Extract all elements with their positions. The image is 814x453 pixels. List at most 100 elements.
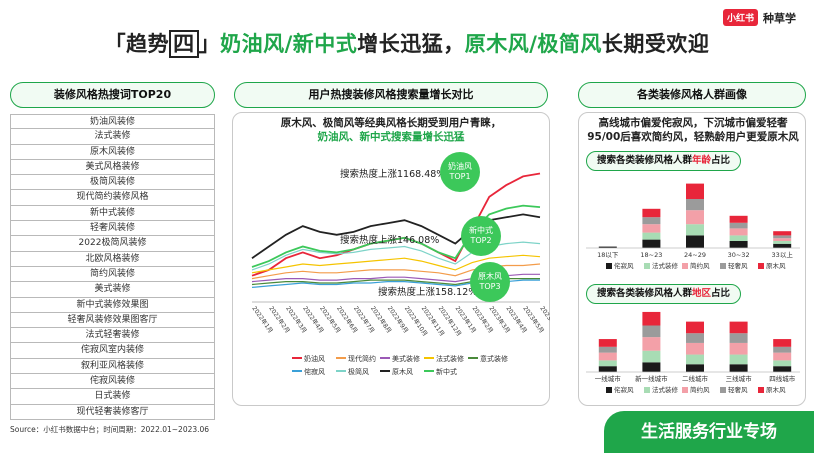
region-subtitle-a: 搜索各类装修风格人群 xyxy=(597,288,693,299)
annotation-2: 搜索热度上涨146.08% xyxy=(340,235,440,246)
legend-label: 侘寂风 xyxy=(304,367,325,376)
brand-text: 种草学 xyxy=(763,11,796,25)
annotation-3: 搜索热度上涨158.12% xyxy=(378,287,478,298)
series-line-新中式 xyxy=(251,204,541,268)
bar-segment xyxy=(642,224,661,233)
bar-segment xyxy=(729,215,748,223)
legend-label: 简约风 xyxy=(690,261,710,270)
x-tick-label: 四线城市 xyxy=(769,374,796,383)
x-tick-label: 18~23 xyxy=(640,251,662,259)
bar-segment xyxy=(729,321,748,334)
bar-segment xyxy=(773,346,792,353)
bar-segment xyxy=(598,346,617,353)
list-item: 奶油风装修 xyxy=(10,114,215,130)
x-tick-label: 新一线城市 xyxy=(635,374,668,383)
age-subtitle-c: 占比 xyxy=(711,155,731,166)
bar-segment xyxy=(598,366,617,372)
x-tick-label: 33以上 xyxy=(772,250,794,259)
series-line-法式装修 xyxy=(251,254,541,274)
bar-segment xyxy=(686,224,704,236)
region-subtitle: 搜索各类装修风格人群地区占比 xyxy=(586,284,742,304)
bar-segment xyxy=(686,210,704,225)
bar-segment xyxy=(598,352,617,361)
source-note: Source：小红书数据中台；时间周期：2022.01~2023.06 xyxy=(10,425,210,434)
title-prefix: 趋势 xyxy=(126,32,170,56)
bar-segment xyxy=(773,243,792,248)
bubble-top1-rank: TOP1 xyxy=(449,172,471,181)
bar-segment xyxy=(686,235,704,248)
annotation-1: 搜索热度上涨1168.48% xyxy=(340,169,446,180)
legend-label: 意式装修 xyxy=(480,354,508,363)
bar-segment xyxy=(642,232,661,240)
bar-segment xyxy=(642,311,661,326)
bar-segment xyxy=(773,339,792,347)
legend-label: 原木风 xyxy=(392,367,413,376)
right-caption: 高线城市偏爱侘寂风，下沉城市偏爱轻奢 95/00后喜欢简约风，轻熟龄用户更爱原木… xyxy=(582,116,804,144)
legend-swatch xyxy=(606,387,612,393)
legend-label: 法式装修 xyxy=(652,385,679,394)
bubble-top3-label: 原木风 xyxy=(478,272,502,281)
title-bracket-open: 「 xyxy=(104,32,127,56)
list-item: 原木风装修 xyxy=(10,144,215,160)
legend-swatch xyxy=(720,263,726,269)
page-title: 「趋势四」奶油风/新中式增长迅猛，原木风/极简风长期受欢迎 xyxy=(0,28,814,58)
right-caption-line2: 95/00后喜欢简约风，轻熟龄用户更爱原木风 xyxy=(587,131,799,143)
list-item: 美式装修 xyxy=(10,282,215,298)
bar-segment xyxy=(686,333,704,343)
title-black-1: 增长迅猛， xyxy=(357,32,465,56)
x-tick-label: 二线城市 xyxy=(682,374,709,383)
bar-segment xyxy=(773,231,792,236)
legend-swatch xyxy=(682,263,688,269)
x-tick-label: 24~29 xyxy=(684,251,706,259)
bar-segment xyxy=(729,228,748,236)
legend-label: 侘寂风 xyxy=(614,385,634,394)
list-item: 新中式装修效果图 xyxy=(10,297,215,313)
list-item: 轻奢风装修 xyxy=(10,221,215,237)
legend-swatch xyxy=(758,263,764,269)
bar-segment xyxy=(773,360,792,367)
bubble-top1-label: 奶油风 xyxy=(448,162,472,171)
bar-segment xyxy=(598,246,617,248)
mid-caption-line2: 奶油风、新中式搜索量增长迅猛 xyxy=(317,131,465,143)
bar-segment xyxy=(686,321,704,334)
legend-label: 法式装修 xyxy=(652,261,679,270)
left-panel-title: 装修风格热搜词TOP20 xyxy=(10,82,215,108)
legend-label: 原木风 xyxy=(766,261,786,270)
bar-segment xyxy=(642,362,661,372)
age-subtitle: 搜索各类装修风格人群年龄占比 xyxy=(586,151,742,171)
bar-segment xyxy=(773,235,792,239)
list-item: 北欧风格装修 xyxy=(10,251,215,267)
bar-segment xyxy=(598,339,617,347)
list-item: 轻奢风装修效果图客厅 xyxy=(10,312,215,329)
list-item: 2022极简风装修 xyxy=(10,236,215,252)
legend-label: 原木风 xyxy=(766,385,786,394)
brand-logo: 小红书 种草学 xyxy=(722,9,796,26)
legend-label: 法式装修 xyxy=(436,354,464,363)
list-item: 侘寂风室内装修 xyxy=(10,343,215,359)
x-tick-label: 三线城市 xyxy=(726,374,753,383)
bar-segment xyxy=(729,333,748,343)
list-item: 法式装修 xyxy=(10,129,215,145)
right-panel-title: 各类装修风格人群画像 xyxy=(578,82,806,108)
legend-label: 新中式 xyxy=(436,367,457,376)
list-item: 极简风装修 xyxy=(10,175,215,191)
list-item: 侘寂风装修 xyxy=(10,374,215,390)
list-item: 日式装修 xyxy=(10,389,215,405)
legend-swatch xyxy=(606,263,612,269)
age-subtitle-b: 年龄 xyxy=(692,155,712,166)
title-black-2: 长期受欢迎 xyxy=(601,32,710,56)
legend-label: 轻奢风 xyxy=(728,385,748,394)
bar-segment xyxy=(773,241,792,244)
legend-swatch xyxy=(720,387,726,393)
bar-segment xyxy=(642,350,661,363)
mid-caption-line1: 原木风、极简风等经典风格长期受到用户青睐， xyxy=(280,117,502,129)
bubble-top3: 原木风 TOP3 xyxy=(470,262,510,302)
mid-chart-caption: 原木风、极简风等经典风格长期受到用户青睐， 奶油风、新中式搜索量增长迅猛 xyxy=(236,116,546,144)
bar-segment xyxy=(773,238,792,241)
bubble-top2: 新中式 TOP2 xyxy=(461,216,501,256)
bar-segment xyxy=(686,199,704,211)
bar-segment xyxy=(642,337,661,351)
bar-segment xyxy=(642,325,661,338)
bar-segment xyxy=(686,364,704,372)
